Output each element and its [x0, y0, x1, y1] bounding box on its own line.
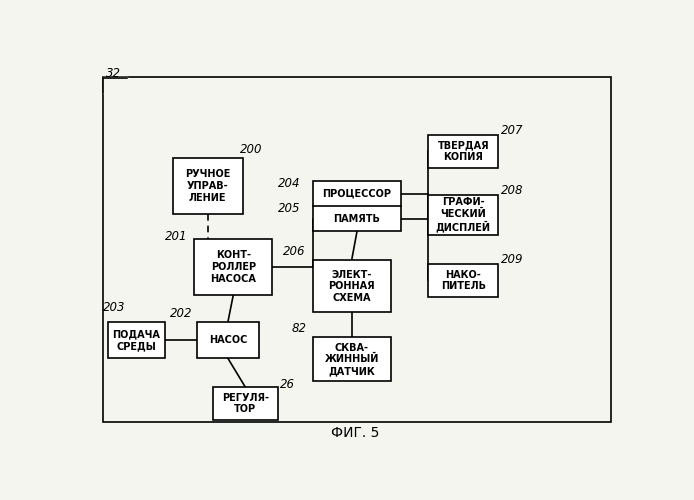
FancyBboxPatch shape: [213, 387, 278, 420]
FancyBboxPatch shape: [428, 135, 498, 168]
Text: РУЧНОЕ
УПРАВ-
ЛЕНИЕ: РУЧНОЕ УПРАВ- ЛЕНИЕ: [185, 170, 230, 202]
FancyBboxPatch shape: [312, 182, 401, 232]
Text: 200: 200: [240, 143, 262, 156]
Text: 203: 203: [103, 301, 126, 314]
Text: 208: 208: [501, 184, 523, 196]
FancyBboxPatch shape: [194, 239, 272, 295]
Text: КОНТ-
РОЛЛЕР
НАСОСА: КОНТ- РОЛЛЕР НАСОСА: [210, 250, 256, 284]
FancyBboxPatch shape: [312, 260, 391, 312]
Text: ЭЛЕКТ-
РОННАЯ
СХЕМА: ЭЛЕКТ- РОННАЯ СХЕМА: [328, 270, 375, 303]
Text: СКВА-
ЖИННЫЙ
ДАТЧИК: СКВА- ЖИННЫЙ ДАТЧИК: [325, 342, 379, 376]
Text: 204: 204: [278, 178, 301, 190]
FancyBboxPatch shape: [428, 194, 498, 235]
Text: 209: 209: [501, 253, 523, 266]
Text: 207: 207: [501, 124, 523, 137]
Text: 32: 32: [105, 67, 121, 80]
FancyBboxPatch shape: [173, 158, 243, 214]
Text: 201: 201: [164, 230, 187, 243]
FancyBboxPatch shape: [108, 322, 164, 358]
Text: 82: 82: [291, 322, 306, 336]
FancyBboxPatch shape: [428, 264, 498, 297]
Text: ПАМЯТЬ: ПАМЯТЬ: [334, 214, 380, 224]
FancyBboxPatch shape: [103, 78, 611, 422]
FancyBboxPatch shape: [312, 337, 391, 382]
Text: 205: 205: [278, 202, 301, 215]
Text: ТВЕРДАЯ
КОПИЯ: ТВЕРДАЯ КОПИЯ: [437, 140, 489, 162]
Text: НАСОС: НАСОС: [209, 335, 247, 345]
Text: ФИГ. 5: ФИГ. 5: [332, 426, 380, 440]
Polygon shape: [103, 78, 127, 92]
Text: ПРОЦЕССОР: ПРОЦЕССОР: [323, 189, 391, 199]
Text: НАКО-
ПИТЕЛЬ: НАКО- ПИТЕЛЬ: [441, 270, 486, 291]
Text: 206: 206: [283, 246, 305, 258]
Text: ГРАФИ-
ЧЕСКИЙ
ДИСПЛЕЙ: ГРАФИ- ЧЕСКИЙ ДИСПЛЕЙ: [436, 198, 491, 232]
Text: РЕГУЛЯ-
ТОР: РЕГУЛЯ- ТОР: [222, 393, 269, 414]
Text: 202: 202: [170, 307, 193, 320]
FancyBboxPatch shape: [197, 322, 259, 358]
Text: ПОДАЧА
СРЕДЫ: ПОДАЧА СРЕДЫ: [112, 330, 160, 351]
Text: 26: 26: [280, 378, 296, 391]
